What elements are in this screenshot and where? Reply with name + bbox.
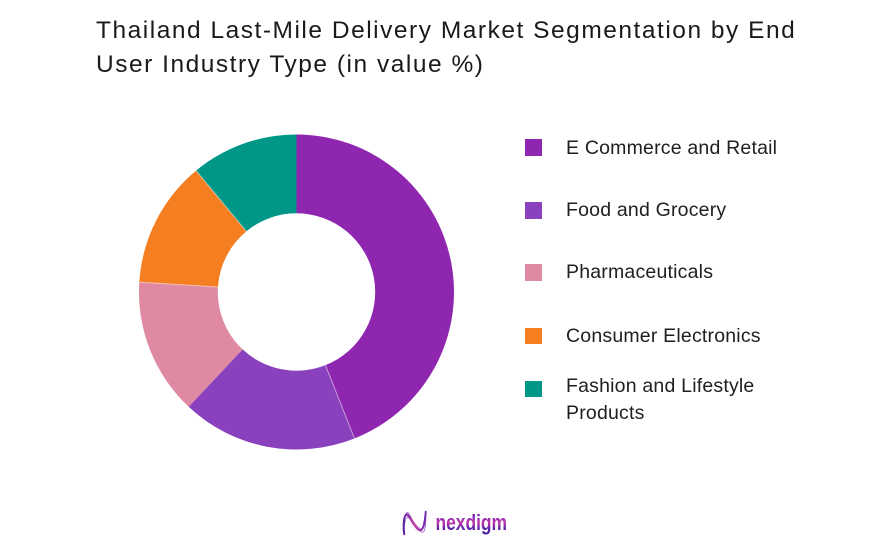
svg-text:nexdigm: nexdigm	[436, 510, 508, 535]
